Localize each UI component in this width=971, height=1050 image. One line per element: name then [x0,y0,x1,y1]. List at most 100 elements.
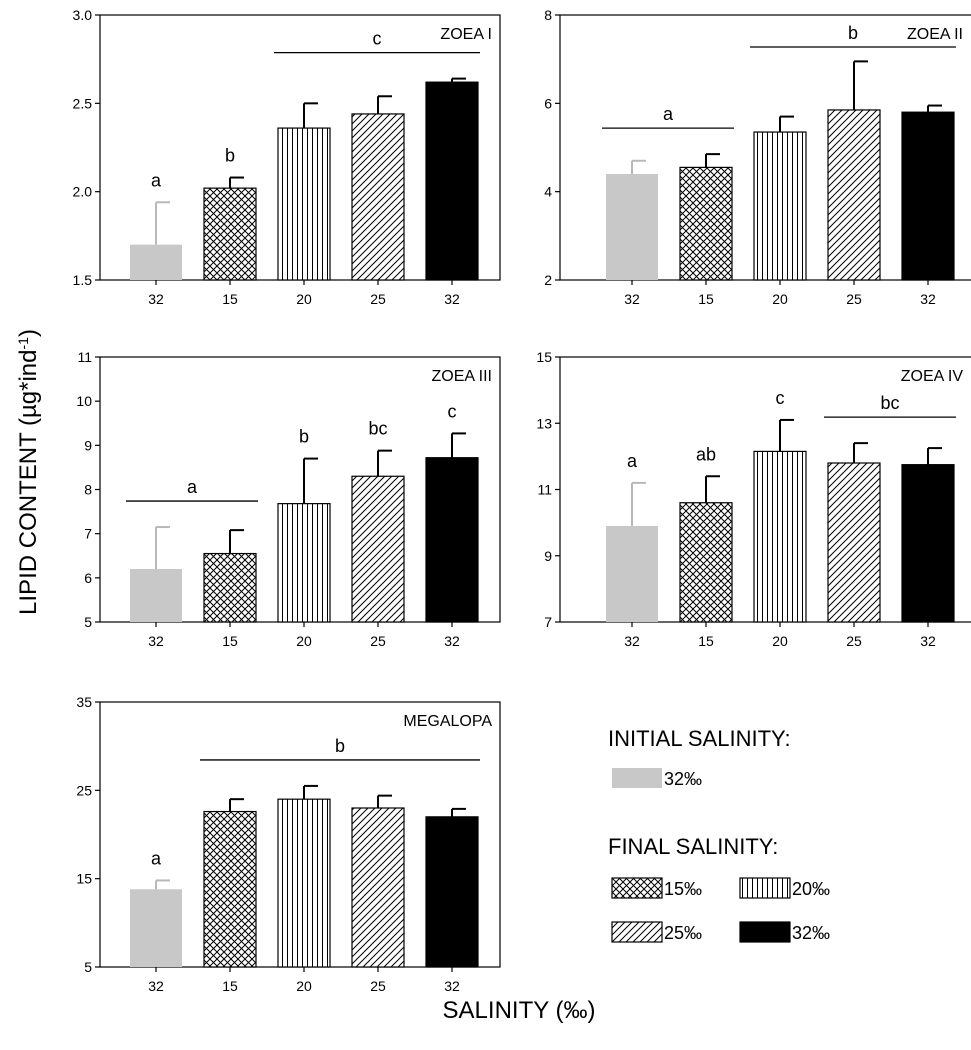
legend-initial-title: INITIAL SALINITY: [608,726,791,751]
legend-swatch-black [739,921,791,943]
y-tick-label: 8 [84,482,92,498]
group-letter: b [335,736,345,756]
group-letter: bc [880,393,899,413]
x-tick-label: 15 [698,633,714,649]
x-tick-label: 32 [148,291,164,307]
x-tick-label: 25 [846,291,862,307]
bar [753,131,807,281]
y-tick-label: 11 [537,482,552,498]
bar [425,457,479,623]
x-tick-label: 25 [846,633,862,649]
bar [203,810,257,968]
x-tick-label: 15 [222,978,238,994]
legend: INITIAL SALINITY: FINAL SALINITY: 32‰ 15‰… [608,726,830,943]
x-tick-label: 15 [222,291,238,307]
significance-letter: b [225,146,235,166]
legend-label: 20‰ [792,879,830,899]
y-axis-title-close: ) [15,329,42,337]
y-tick-label: 35 [76,694,92,710]
y-tick-label: 6 [544,95,552,111]
legend-label: 32‰ [792,923,830,943]
legend-label: 25‰ [664,923,702,943]
panel-1: 1.5 2.0 2.5 3.0 ZOEA I 32 a 15 b 20 25 32 c [73,7,501,307]
significance-letter: a [627,451,638,471]
y-tick-label: 9 [544,548,552,564]
x-tick-label: 32 [444,633,460,649]
bar [827,109,881,281]
significance-letter: a [151,848,162,868]
y-tick-label: 4 [544,184,552,200]
legend-swatch-vertical [739,877,791,899]
bar [203,552,257,623]
panel-5: 5 15 25 35 MEGALOPA 32 a 15 20 25 32 b [76,694,501,994]
y-tick-label: 7 [544,614,552,630]
x-tick-label: 32 [148,978,164,994]
x-tick-label: 20 [296,633,312,649]
significance-letter: bc [368,419,387,439]
bar [606,174,658,280]
y-tick-label: 9 [84,437,92,453]
bar [130,569,182,622]
group-letter: a [187,477,198,497]
legend-label: 32‰ [664,769,702,789]
significance-letter: a [151,170,162,190]
x-tick-label: 15 [222,633,238,649]
x-tick-label: 32 [920,633,936,649]
y-tick-label: 15 [536,349,552,365]
x-tick-label: 32 [148,633,164,649]
y-tick-label: 8 [544,7,552,23]
bar [277,798,331,968]
x-axis-title: SALINITY (‰) [443,997,596,1024]
x-tick-label: 20 [296,291,312,307]
panel-2: 2 4 6 8 ZOEA II 32 15 20 25 32 a b [544,7,971,307]
bar [901,111,955,281]
panel-title: ZOEA II [907,26,963,43]
y-axis-title: LIPID CONTENT (µg*ind-1) [15,329,42,615]
bar [425,81,479,281]
x-tick-label: 32 [624,291,640,307]
x-tick-label: 32 [624,633,640,649]
y-axis-title-main: LIPID CONTENT (µg*ind [15,350,42,615]
bar [351,807,405,968]
group-letter: a [663,104,674,124]
panel-4: 7 9 11 13 15 ZOEA IV 32 a 15 ab 20 c 25 32 bc [536,349,971,649]
bar [277,127,331,281]
y-tick-label: 15 [76,871,92,887]
legend-final-title: FINAL SALINITY: [608,834,778,859]
bar [901,464,955,623]
legend-swatch-diagonal [611,921,663,943]
bar [277,503,331,623]
x-tick-label: 25 [370,978,386,994]
y-tick-label: 2.0 [73,184,93,200]
legend-swatch-gray [612,768,662,788]
y-tick-label: 25 [76,782,92,798]
y-tick-label: 10 [76,393,92,409]
x-tick-label: 20 [772,291,788,307]
x-tick-label: 32 [444,978,460,994]
bar [606,525,658,622]
y-tick-label: 7 [84,526,92,542]
significance-letter: ab [696,444,716,464]
significance-letter: c [448,401,457,421]
significance-letter: c [776,388,785,408]
bar [203,187,257,281]
y-tick-label: 13 [536,415,552,431]
panel-title: ZOEA I [440,26,492,43]
legend-swatch-cross [611,877,663,899]
bar [827,462,881,623]
panel-title: ZOEA III [432,368,492,385]
bar [679,502,733,623]
x-tick-label: 32 [444,291,460,307]
y-tick-label: 5 [84,959,92,975]
group-letter: c [373,29,382,49]
group-letter: b [848,23,858,43]
significance-letter: b [299,427,309,447]
x-tick-label: 25 [370,633,386,649]
bar [753,450,807,623]
bar [351,475,405,623]
y-tick-label: 3.0 [73,7,93,23]
y-axis-title-superscript: -1 [15,337,31,350]
y-tick-label: 5 [84,614,92,630]
x-tick-label: 25 [370,291,386,307]
